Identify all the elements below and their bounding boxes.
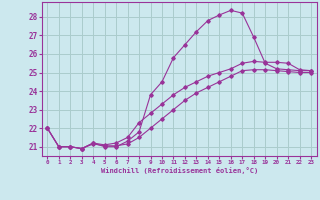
X-axis label: Windchill (Refroidissement éolien,°C): Windchill (Refroidissement éolien,°C) [100, 167, 258, 174]
